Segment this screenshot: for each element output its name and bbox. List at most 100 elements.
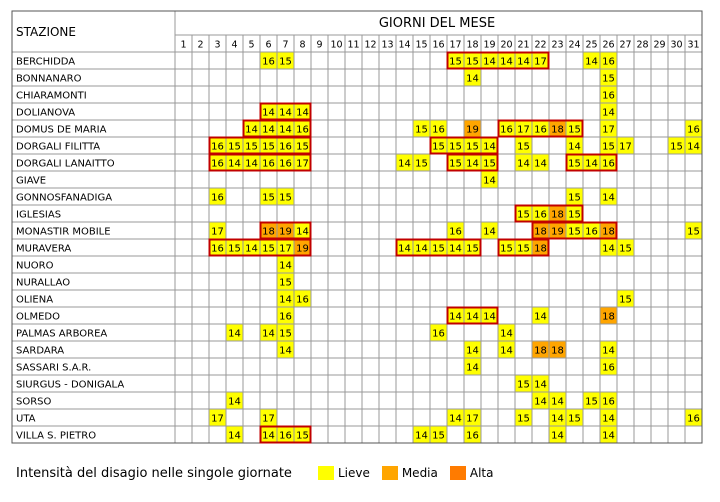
cell-lieve xyxy=(447,307,464,324)
cell-lieve xyxy=(515,239,532,256)
station-name: VILLA S. PIETRO xyxy=(16,431,96,442)
cell-lieve xyxy=(243,137,260,154)
station-name: SORSO xyxy=(16,397,52,408)
cell-value: 14 xyxy=(551,397,564,408)
day-header-2: 2 xyxy=(197,40,203,51)
cell-lieve xyxy=(515,154,532,171)
cell-value: 17 xyxy=(466,414,479,425)
cell-lieve xyxy=(600,188,617,205)
cell-value: 14 xyxy=(568,142,581,153)
cell-value: 16 xyxy=(602,91,615,102)
cell-value: 15 xyxy=(568,210,581,221)
cell-value: 14 xyxy=(449,312,462,323)
cell-lieve xyxy=(566,222,583,239)
cell-value: 14 xyxy=(279,108,292,119)
cell-value: 18 xyxy=(551,125,564,136)
cell-value: 16 xyxy=(500,125,513,136)
day-header-15: 15 xyxy=(415,40,427,51)
cell-value: 18 xyxy=(551,346,564,357)
cell-value: 14 xyxy=(245,159,258,170)
alert-streak-box xyxy=(446,153,499,172)
cell-value: 15 xyxy=(432,244,445,255)
cell-value: 15 xyxy=(262,142,275,153)
cell-value: 14 xyxy=(466,346,479,357)
station-name: DOMUS DE MARIA xyxy=(16,125,107,136)
cell-value: 14 xyxy=(687,142,700,153)
cell-value: 14 xyxy=(517,57,530,68)
cell-value: 15 xyxy=(517,414,530,425)
cell-value: 15 xyxy=(568,227,581,238)
cell-lieve xyxy=(464,154,481,171)
cell-lieve xyxy=(260,120,277,137)
cell-value: 16 xyxy=(602,363,615,374)
cell-lieve xyxy=(481,307,498,324)
cell-lieve xyxy=(243,154,260,171)
day-header-27: 27 xyxy=(619,40,631,51)
cell-value: 18 xyxy=(534,346,547,357)
cell-lieve xyxy=(566,205,583,222)
cell-value: 16 xyxy=(432,329,445,340)
alert-streak-box xyxy=(208,238,312,257)
cell-value: 17 xyxy=(517,125,530,136)
cell-value: 15 xyxy=(568,414,581,425)
cell-lieve xyxy=(294,154,311,171)
cell-value: 15 xyxy=(517,244,530,255)
cell-value: 14 xyxy=(602,108,615,119)
cell-media xyxy=(549,120,566,137)
station-name: OLMEDO xyxy=(16,312,60,323)
alert-streak-box xyxy=(208,153,312,172)
cell-lieve xyxy=(447,137,464,154)
cell-lieve xyxy=(464,137,481,154)
station-name: DORGALI FILITTA xyxy=(16,142,100,153)
cell-lieve xyxy=(294,222,311,239)
cell-value: 16 xyxy=(262,57,275,68)
cell-lieve xyxy=(617,239,634,256)
station-name: PALMAS ARBOREA xyxy=(16,329,107,340)
cell-lieve xyxy=(447,154,464,171)
cell-value: 14 xyxy=(517,159,530,170)
cell-lieve xyxy=(277,341,294,358)
cell-value: 14 xyxy=(262,125,275,136)
station-name: NUORO xyxy=(16,261,54,272)
cell-value: 15 xyxy=(449,57,462,68)
cell-lieve xyxy=(685,120,702,137)
day-header-13: 13 xyxy=(381,40,393,51)
cell-value: 16 xyxy=(449,227,462,238)
cell-value: 19 xyxy=(466,125,479,136)
cell-value: 14 xyxy=(262,431,275,442)
legend: Intensità del disagio nelle singole gior… xyxy=(16,463,505,483)
cell-lieve xyxy=(260,239,277,256)
day-header-20: 20 xyxy=(500,40,512,51)
cell-value: 16 xyxy=(466,431,479,442)
day-header-10: 10 xyxy=(330,40,342,51)
cell-lieve xyxy=(498,341,515,358)
cell-lieve xyxy=(464,358,481,375)
cell-media xyxy=(532,222,549,239)
cell-lieve xyxy=(481,171,498,188)
cell-value: 14 xyxy=(483,227,496,238)
cell-lieve xyxy=(464,69,481,86)
cell-lieve xyxy=(277,137,294,154)
station-name: UTA xyxy=(16,414,36,425)
cell-value: 14 xyxy=(228,159,241,170)
cell-value: 14 xyxy=(279,261,292,272)
cell-lieve xyxy=(600,120,617,137)
day-header-8: 8 xyxy=(299,40,305,51)
cell-lieve xyxy=(447,409,464,426)
cell-media xyxy=(549,341,566,358)
day-header-5: 5 xyxy=(248,40,254,51)
cell-value: 15 xyxy=(602,74,615,85)
cell-lieve xyxy=(209,154,226,171)
cell-value: 15 xyxy=(262,193,275,204)
day-header-23: 23 xyxy=(551,40,563,51)
day-header-25: 25 xyxy=(585,40,597,51)
cell-value: 15 xyxy=(517,380,530,391)
cell-lieve xyxy=(600,103,617,120)
legend-swatch-lieve xyxy=(317,466,334,480)
station-name: SASSARI S.A.R. xyxy=(16,363,91,374)
cell-value: 14 xyxy=(585,159,598,170)
cell-lieve xyxy=(583,222,600,239)
cell-value: 14 xyxy=(483,176,496,187)
cell-lieve xyxy=(600,154,617,171)
cell-lieve xyxy=(481,52,498,69)
